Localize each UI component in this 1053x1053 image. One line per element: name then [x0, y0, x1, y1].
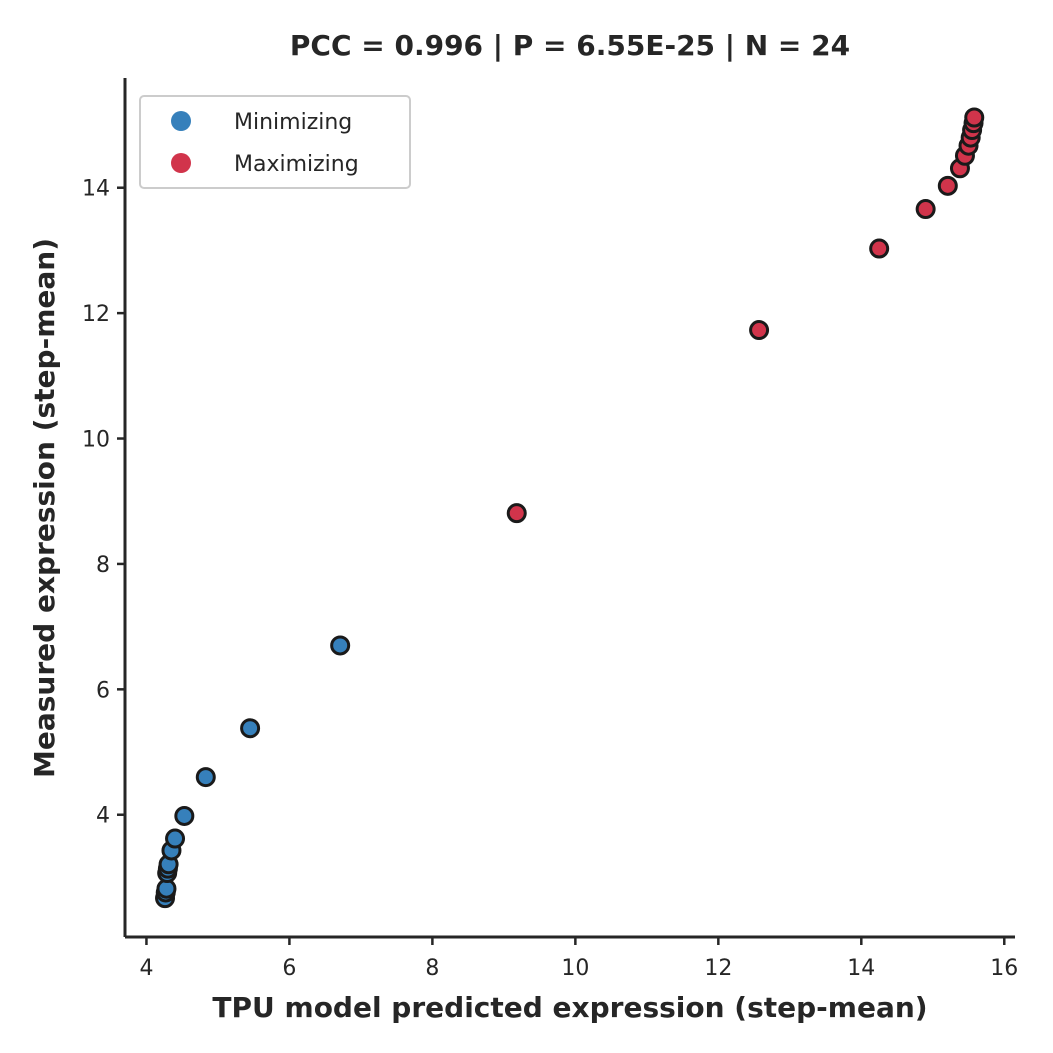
y-tick-label: 12 — [82, 302, 110, 327]
data-point-minimizing — [195, 767, 216, 788]
x-axis-label: TPU model predicted expression (step-mea… — [212, 991, 927, 1024]
plot-area — [155, 107, 985, 909]
y-tick-label: 6 — [96, 678, 110, 703]
y-axis-label: Measured expression (step-mean) — [28, 238, 61, 778]
x-tick-label: 16 — [990, 956, 1018, 981]
series-minimizing — [155, 635, 351, 909]
x-tick-label: 14 — [847, 956, 875, 981]
legend-label-maximizing: Maximizing — [234, 152, 359, 177]
data-point-minimizing — [240, 718, 261, 739]
x-tick-label: 10 — [561, 956, 589, 981]
data-point-minimizing — [165, 828, 186, 849]
data-point-minimizing — [330, 635, 351, 656]
legend-marker-minimizing — [171, 111, 191, 131]
data-point-maximizing — [915, 199, 936, 220]
x-tick-label: 8 — [425, 956, 439, 981]
y-tick-label: 8 — [96, 553, 110, 578]
data-point-maximizing — [964, 107, 985, 128]
y-tick-label: 10 — [82, 428, 110, 453]
x-tick-label: 4 — [139, 956, 153, 981]
data-point-maximizing — [506, 503, 527, 524]
legend: Minimizing Maximizing — [139, 95, 411, 189]
data-point-minimizing — [174, 805, 195, 826]
series-maximizing — [506, 107, 985, 524]
legend-label-minimizing: Minimizing — [234, 110, 352, 135]
legend-marker-maximizing — [171, 153, 191, 173]
chart-title: PCC = 0.996 | P = 6.55E-25 | N = 24 — [290, 29, 850, 62]
x-tick-label: 6 — [282, 956, 296, 981]
data-point-maximizing — [937, 175, 958, 196]
data-point-maximizing — [869, 238, 890, 259]
y-axis-ticks: 4 6 8 10 12 14 — [82, 177, 125, 829]
x-tick-label: 12 — [704, 956, 732, 981]
legend-box — [139, 95, 411, 189]
x-axis-ticks: 4 6 8 10 12 14 16 — [139, 937, 1018, 981]
data-point-maximizing — [749, 320, 770, 341]
y-tick-label: 14 — [82, 177, 110, 202]
y-tick-label: 4 — [96, 804, 110, 829]
